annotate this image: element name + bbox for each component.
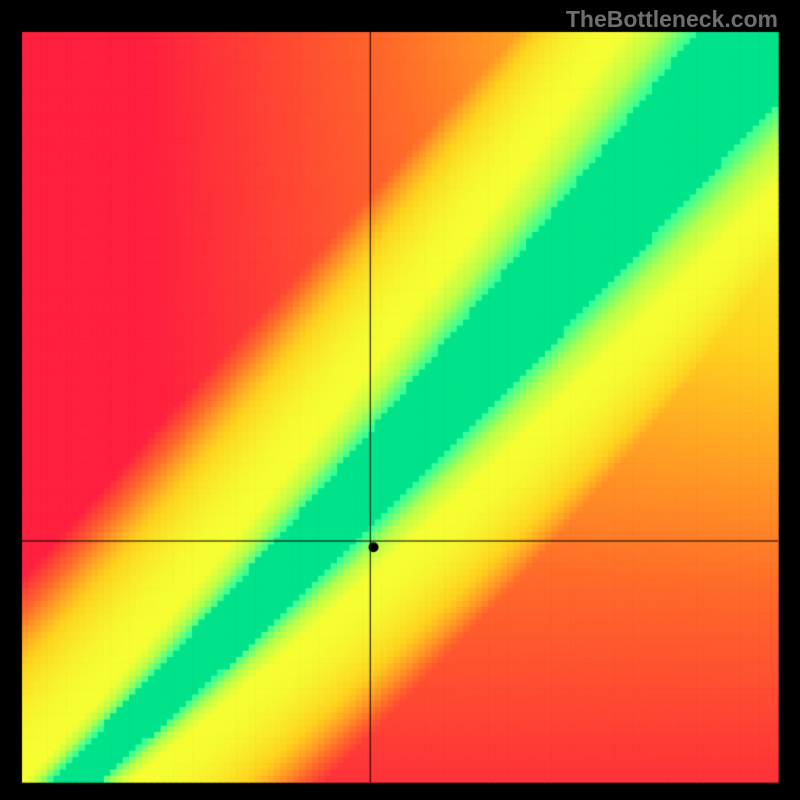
bottleneck-heatmap-canvas bbox=[0, 0, 800, 800]
chart-stage: { "watermark": { "text": "TheBottleneck.… bbox=[0, 0, 800, 800]
